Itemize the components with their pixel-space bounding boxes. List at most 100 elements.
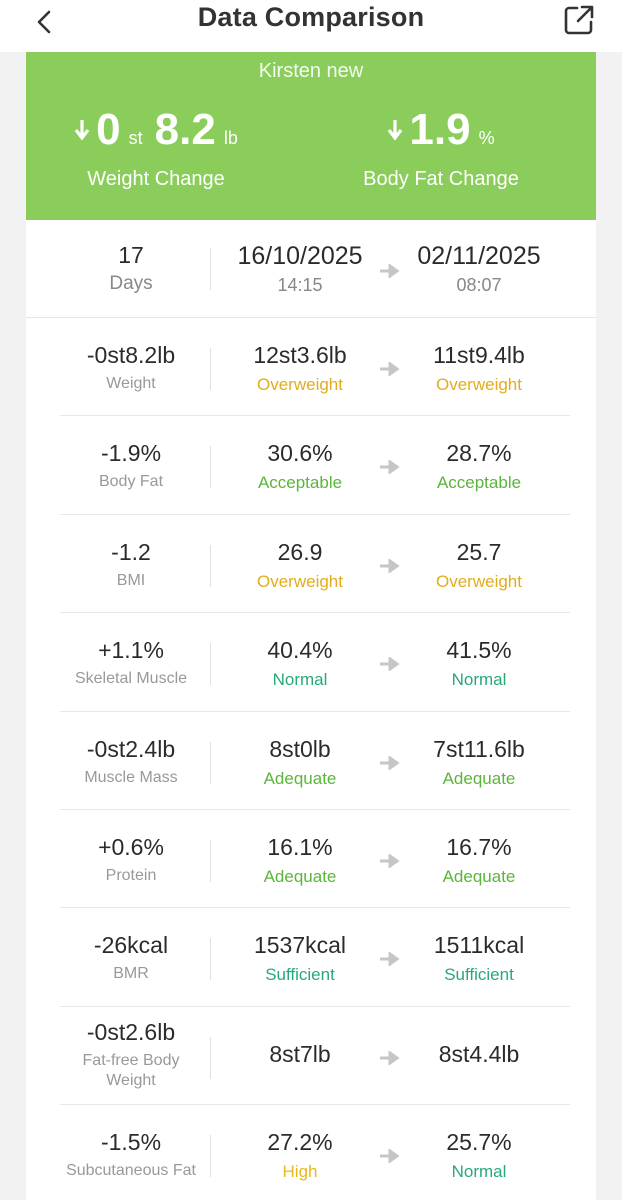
chevron-left-icon	[37, 10, 51, 34]
metric-change: -1.2	[111, 538, 151, 565]
metric-to-value: 7st11.6lb	[433, 735, 525, 762]
metric-from-value: 8st0lb	[269, 735, 331, 762]
metric-row-weight[interactable]: -0st8.2lb Weight 12st3.6lb Overweight 11st…	[26, 318, 596, 417]
arrow-right-icon	[380, 1149, 400, 1164]
metric-change: +1.1%	[98, 637, 164, 664]
arrow-right-icon	[380, 1050, 400, 1065]
from-date: 16/10/2025	[237, 242, 363, 270]
metric-name: Protein	[105, 866, 157, 884]
body-fat-change-stat: 1.9 % Body Fat Change	[311, 108, 571, 191]
metric-from-value: 12st3.6lb	[253, 342, 347, 368]
metric-name: Subcutaneous Fat	[66, 1162, 196, 1180]
metric-from-status: Adequate	[263, 866, 337, 886]
metric-from-value: 1537kcal	[253, 932, 347, 959]
metric-from-status: Acceptable	[257, 473, 343, 493]
metric-name: Weight	[106, 375, 156, 392]
arrow-right-icon	[380, 853, 400, 868]
metric-from-status: Overweight	[257, 571, 343, 591]
st-unit: st	[128, 128, 143, 148]
share-external-icon	[564, 5, 594, 35]
metric-change: -1.5%	[100, 1129, 162, 1156]
metric-to-value: 25.7	[456, 538, 502, 565]
metric-to-status: Adequate	[442, 768, 516, 788]
to-date: 02/11/2025	[417, 242, 541, 270]
metric-row-body-fat[interactable]: -1.9% Body Fat 30.6% Acceptable 28.7% Accep…	[26, 416, 596, 515]
metric-row-fat-free-body-weight[interactable]: -0st2.6lb Fat-free Body Weight 8st7lb 8s…	[26, 1007, 596, 1106]
metric-from-status: Sufficient	[265, 965, 335, 985]
metric-to-status: Acceptable	[436, 473, 522, 493]
metric-name: Skeletal Muscle	[74, 670, 188, 688]
page-title: Data Comparison	[197, 2, 425, 32]
metric-from-status: High	[282, 1162, 318, 1182]
arrow-right-icon	[380, 755, 400, 770]
share-button[interactable]	[560, 1, 598, 39]
metric-from-value: 16.1%	[267, 833, 333, 860]
metric-from-value: 27.2%	[267, 1129, 333, 1156]
body-fat-change-label: Body Fat Change	[363, 168, 519, 190]
metric-to-value: 11st9.4lb	[433, 342, 525, 368]
metric-row-subcutaneous-fat[interactable]: -1.5% Subcutaneous Fat 27.2% High 25.7% Nor…	[26, 1105, 596, 1200]
metric-name: BMR	[113, 965, 149, 983]
metric-name-line2: Weight	[106, 1071, 156, 1089]
metric-from-status: Adequate	[263, 768, 337, 788]
metric-change: -26kcal	[93, 932, 169, 959]
metric-to-value: 1511kcal	[433, 932, 525, 959]
comparison-card: Kirsten new 0 st 8.2 lb Weight Change 1.…	[26, 52, 596, 1200]
arrow-right-icon	[380, 460, 400, 475]
metric-change: -0st2.6lb	[86, 1018, 176, 1045]
arrow-right-icon	[380, 657, 400, 672]
metric-change: +0.6%	[98, 833, 164, 860]
lb-unit: lb	[223, 128, 238, 148]
metric-to-value: 41.5%	[446, 637, 512, 664]
arrow-down-icon	[74, 119, 90, 146]
metric-to-status: Overweight	[436, 571, 522, 591]
weight-change-st: 0	[96, 105, 121, 154]
percent-unit: %	[478, 128, 495, 148]
metric-row-bmr[interactable]: -26kcal BMR 1537kcal Sufficient 1511kcal Su…	[26, 908, 596, 1007]
from-time: 14:15	[277, 275, 323, 295]
days-label: Days	[109, 273, 153, 294]
days-count: 17	[118, 242, 144, 268]
arrow-right-icon	[380, 264, 400, 278]
metric-to-value: 8st4.4lb	[438, 1040, 520, 1067]
metric-from-status: Overweight	[257, 375, 343, 394]
metric-name: BMI	[116, 571, 146, 589]
period-row: 17 Days 16/10/2025 14:15 02/11/2025 08:0…	[26, 220, 596, 318]
metric-row-muscle-mass[interactable]: -0st2.4lb Muscle Mass 8st0lb Adequate 7st1…	[26, 712, 596, 810]
summary-banner: Kirsten new 0 st 8.2 lb Weight Change 1.…	[26, 52, 596, 220]
arrow-right-icon	[380, 558, 400, 573]
metric-from-value: 40.4%	[267, 637, 333, 664]
arrow-right-icon	[380, 952, 400, 967]
weight-change-stat: 0 st 8.2 lb Weight Change	[26, 108, 286, 191]
metric-from-status: Normal	[272, 670, 328, 690]
metric-to-value: 16.7%	[446, 833, 512, 860]
metrics-list: -0st8.2lb Weight 12st3.6lb Overweight 11st…	[26, 318, 596, 1200]
metric-change: -0st2.4lb	[86, 735, 176, 762]
user-name: Kirsten new	[258, 60, 364, 82]
weight-change-label: Weight Change	[87, 168, 225, 190]
metric-to-status: Sufficient	[444, 965, 514, 985]
weight-change-lb: 8.2	[154, 105, 216, 154]
metric-change: -0st8.2lb	[86, 342, 176, 368]
metric-from-value: 30.6%	[267, 440, 333, 467]
arrow-right-icon	[380, 362, 400, 376]
metric-from-value: 8st7lb	[269, 1040, 331, 1067]
metric-name: Muscle Mass	[84, 768, 178, 786]
metric-name-line1: Fat-free Body	[82, 1051, 180, 1069]
metric-name: Body Fat	[98, 473, 164, 491]
back-button[interactable]	[26, 4, 62, 40]
metric-to-status: Overweight	[436, 375, 522, 394]
metric-to-status: Normal	[451, 1162, 507, 1182]
metric-row-skeletal-muscle[interactable]: +1.1% Skeletal Muscle 40.4% Normal 41.5% No…	[26, 613, 596, 712]
arrow-down-icon	[387, 119, 403, 146]
to-time: 08:07	[456, 275, 502, 295]
metric-to-status: Adequate	[442, 866, 516, 886]
metric-to-value: 25.7%	[446, 1129, 512, 1156]
body-fat-change-value: 1.9	[409, 105, 471, 154]
metric-from-value: 26.9	[277, 538, 323, 565]
metric-change: -1.9%	[100, 440, 162, 467]
metric-to-value: 28.7%	[446, 440, 512, 467]
metric-row-bmi[interactable]: -1.2 BMI 26.9 Overweight 25.7 Overweight	[26, 515, 596, 614]
metric-row-protein[interactable]: +0.6% Protein 16.1% Adequate 16.7% Adequate	[26, 810, 596, 909]
app-header: Data Comparison	[0, 0, 622, 52]
